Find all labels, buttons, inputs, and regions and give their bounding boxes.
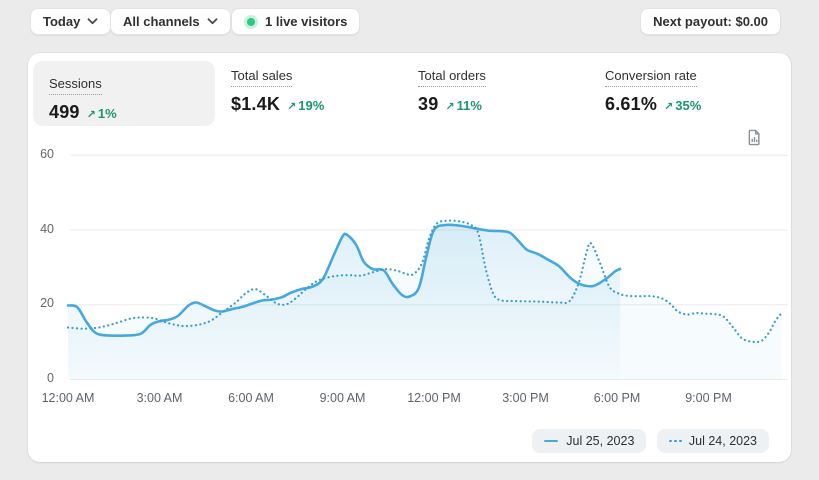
legend-jul-24-label: Jul 24, 2023 bbox=[688, 434, 757, 448]
chevron-down-icon bbox=[87, 18, 98, 25]
dotted-line-swatch-icon bbox=[669, 439, 672, 443]
x-axis-tick: 3:00 PM bbox=[502, 391, 549, 405]
metric-conversion-rate-value: 6.61% bbox=[605, 94, 658, 114]
trend-up-icon: ↗ bbox=[86, 109, 96, 121]
date-range-label: Today bbox=[43, 14, 81, 29]
x-axis-tick: 12:00 PM bbox=[407, 391, 461, 405]
y-axis-tick: 20 bbox=[40, 296, 54, 310]
live-visitors-dot-icon bbox=[244, 14, 258, 29]
metric-total-sales-delta: ↗ 19% bbox=[287, 98, 325, 113]
next-payout-label: Next payout: $0.00 bbox=[653, 14, 768, 29]
sessions-line-chart[interactable] bbox=[60, 140, 788, 390]
metric-sessions-value: 499 bbox=[49, 102, 80, 122]
trend-up-icon: ↗ bbox=[445, 101, 455, 113]
live-visitors-button[interactable]: 1 live visitors bbox=[231, 8, 361, 35]
metric-sessions-label: Sessions bbox=[49, 76, 102, 95]
metric-total-orders-label: Total orders bbox=[418, 68, 486, 87]
trend-up-icon: ↗ bbox=[664, 101, 674, 113]
x-axis-tick: 12:00 AM bbox=[41, 391, 95, 405]
solid-line-swatch-icon bbox=[544, 440, 559, 442]
metric-total-orders-delta: ↗ 11% bbox=[445, 98, 482, 113]
export-report-button[interactable] bbox=[740, 123, 768, 151]
x-axis-tick: 6:00 AM bbox=[228, 391, 274, 405]
metric-total-orders-value: 39 bbox=[418, 94, 439, 114]
x-axis-tick: 9:00 AM bbox=[319, 391, 366, 405]
metric-total-orders[interactable]: Total orders 39 ↗ 11% bbox=[418, 67, 486, 115]
metric-total-sales-label: Total sales bbox=[231, 68, 293, 87]
legend-item-jul-24[interactable]: Jul 24, 2023 bbox=[657, 429, 769, 453]
metric-conversion-rate-delta: ↗ 35% bbox=[664, 98, 702, 113]
analytics-card: Sessions 499 ↗ 1% Total sales $1.4K ↗ 19… bbox=[28, 53, 791, 462]
y-axis-tick: 60 bbox=[40, 147, 54, 161]
x-axis-tick: 3:00 AM bbox=[136, 391, 183, 405]
metric-conversion-rate-label: Conversion rate bbox=[605, 68, 697, 87]
metric-sessions-delta: ↗ 1% bbox=[86, 106, 117, 121]
channels-label: All channels bbox=[123, 14, 200, 29]
metric-total-sales-value: $1.4K bbox=[231, 94, 281, 114]
y-axis-tick: 40 bbox=[40, 222, 54, 236]
date-range-button[interactable]: Today bbox=[30, 8, 112, 35]
channels-filter-button[interactable]: All channels bbox=[110, 8, 231, 35]
metric-total-sales[interactable]: Total sales $1.4K ↗ 19% bbox=[231, 67, 324, 115]
x-axis-tick: 6:00 PM bbox=[593, 391, 641, 405]
file-chart-icon bbox=[745, 128, 764, 147]
legend-item-jul-25[interactable]: Jul 25, 2023 bbox=[532, 429, 647, 453]
legend-jul-25-label: Jul 25, 2023 bbox=[566, 434, 635, 448]
metric-conversion-rate[interactable]: Conversion rate 6.61% ↗ 35% bbox=[605, 67, 701, 115]
chart-legend: Jul 25, 2023 Jul 24, 2023 bbox=[532, 429, 769, 453]
next-payout-button[interactable]: Next payout: $0.00 bbox=[640, 8, 781, 35]
x-axis-tick: 9:00 PM bbox=[685, 391, 732, 405]
live-visitors-label: 1 live visitors bbox=[265, 14, 348, 29]
chevron-down-icon bbox=[207, 18, 218, 25]
y-axis-tick: 0 bbox=[47, 371, 54, 385]
trend-up-icon: ↗ bbox=[287, 101, 297, 113]
metric-sessions[interactable]: Sessions 499 ↗ 1% bbox=[33, 61, 215, 126]
